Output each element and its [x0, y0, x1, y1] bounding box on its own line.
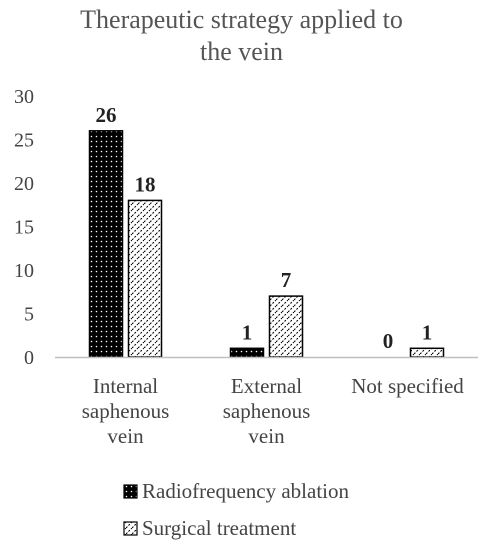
- plot-area: 0510152025302618Internalsaphenousvein17E…: [14, 86, 478, 540]
- x-tick-label: vein: [248, 424, 285, 448]
- legend-label: Surgical treatment: [142, 516, 296, 540]
- x-tick-label: saphenous: [82, 399, 170, 423]
- chart-title: Therapeutic strategy applied to the vein: [0, 4, 483, 68]
- x-tick-label: Not specified: [351, 374, 464, 398]
- data-label: 26: [96, 103, 117, 127]
- bar: [88, 130, 124, 358]
- legend-swatch: [123, 521, 138, 536]
- data-label: 1: [242, 320, 253, 344]
- legend-swatch: [123, 484, 138, 499]
- y-tick-label: 15: [14, 217, 34, 239]
- y-tick-label: 0: [24, 347, 34, 369]
- y-tick-label: 30: [14, 86, 34, 108]
- bar: [409, 347, 445, 358]
- chart-title-line-1: Therapeutic strategy applied to: [80, 5, 403, 34]
- y-tick-label: 5: [24, 304, 34, 326]
- bar: [268, 295, 304, 358]
- y-tick-label: 20: [14, 173, 34, 195]
- legend-label: Radiofrequency ablation: [142, 479, 350, 503]
- data-label: 7: [281, 268, 292, 292]
- bar: [127, 199, 163, 358]
- data-label: 1: [422, 320, 433, 344]
- y-tick-label: 10: [14, 260, 34, 282]
- data-label: 0: [383, 329, 394, 353]
- bar: [229, 347, 265, 358]
- y-tick-label: 25: [14, 130, 34, 152]
- x-tick-label: saphenous: [223, 399, 311, 423]
- x-tick-label: Internal: [93, 374, 158, 398]
- chart-title-line-2: the vein: [199, 37, 284, 66]
- data-label: 18: [135, 172, 156, 196]
- x-tick-label: External: [231, 374, 302, 398]
- x-tick-label: vein: [107, 424, 144, 448]
